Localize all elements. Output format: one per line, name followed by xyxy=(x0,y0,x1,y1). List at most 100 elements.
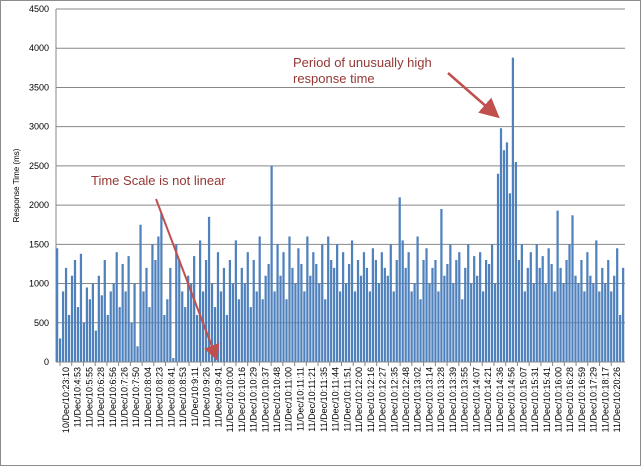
bar xyxy=(428,283,431,362)
x-tick-label: 11/Dec/10:13:55 xyxy=(460,367,470,432)
bar xyxy=(538,267,541,362)
bar xyxy=(258,236,261,362)
bar xyxy=(508,193,512,362)
bar xyxy=(312,252,315,362)
bar xyxy=(368,291,372,362)
bar xyxy=(103,260,106,362)
bar xyxy=(574,275,577,362)
bar xyxy=(297,248,300,362)
bar xyxy=(371,248,375,362)
annotation-arrow xyxy=(447,72,500,119)
bar xyxy=(121,263,124,362)
x-tick-label: 11/Dec/10:13:14 xyxy=(424,367,434,432)
x-tick-label: 11/Dec/10:10:37 xyxy=(260,367,270,432)
bar xyxy=(127,256,130,362)
bar xyxy=(228,260,232,362)
y-tick-label: 4500 xyxy=(29,4,49,14)
bar xyxy=(264,275,267,362)
bar xyxy=(520,244,523,362)
x-tick-label: 11/Dec/10:8:41 xyxy=(166,367,176,427)
bar xyxy=(395,260,398,362)
bar xyxy=(547,248,550,362)
bar xyxy=(273,291,276,362)
bar xyxy=(452,283,455,362)
x-tick-label: 11/Dec/10:13:02 xyxy=(413,367,423,432)
bar xyxy=(201,291,205,362)
bar xyxy=(234,240,237,362)
bar xyxy=(458,252,461,362)
bar xyxy=(82,322,86,362)
bar xyxy=(398,197,401,362)
bar xyxy=(193,256,196,362)
x-tick-label: 11/Dec/10:13:28 xyxy=(436,367,446,432)
bar xyxy=(580,260,583,362)
bar xyxy=(166,299,169,362)
bar xyxy=(517,260,520,362)
annotation-arrow xyxy=(155,198,220,361)
bar xyxy=(437,291,440,362)
bar xyxy=(496,173,500,362)
bar xyxy=(431,267,434,362)
bar xyxy=(106,314,109,362)
y-tick-label: 2000 xyxy=(29,200,49,210)
x-tick-label: 11/Dec/10:12:16 xyxy=(366,367,376,432)
bar xyxy=(216,252,220,362)
bar xyxy=(511,57,515,362)
bar xyxy=(386,275,389,362)
y-tick-label: 3500 xyxy=(29,82,49,92)
bar xyxy=(583,291,586,362)
bar xyxy=(300,263,303,362)
bar xyxy=(604,283,607,362)
x-tick-label: 11/Dec/10:5:55 xyxy=(84,367,94,427)
bar xyxy=(207,216,211,362)
bar xyxy=(339,291,342,362)
bar xyxy=(607,260,610,362)
bar xyxy=(550,263,553,362)
bar xyxy=(148,307,151,362)
bar xyxy=(100,295,103,362)
bar xyxy=(118,307,121,362)
y-tick-label: 2500 xyxy=(29,161,49,171)
bar xyxy=(145,267,148,362)
x-tick-label: 11/Dec/10:12:48 xyxy=(401,367,411,432)
bar xyxy=(255,291,258,362)
bar xyxy=(252,260,255,362)
bar xyxy=(347,263,351,362)
bar xyxy=(365,267,369,362)
annotation-high-response: Period of unusually high response time xyxy=(293,55,432,86)
bar xyxy=(541,256,544,362)
bar xyxy=(327,236,330,362)
bar xyxy=(175,244,178,362)
bar xyxy=(407,252,410,362)
bar xyxy=(58,338,62,362)
y-tick-label: 3000 xyxy=(29,122,49,132)
y-tick-label: 1000 xyxy=(29,279,49,289)
bar xyxy=(413,283,416,362)
bar xyxy=(142,291,145,362)
bar xyxy=(309,275,312,362)
bar xyxy=(85,287,89,362)
x-tick-label: 11/Dec/10:14:07 xyxy=(471,367,481,432)
bar xyxy=(598,291,601,362)
bar xyxy=(577,283,580,362)
bar xyxy=(419,299,422,362)
bar xyxy=(282,252,285,362)
bar xyxy=(70,275,74,362)
bar xyxy=(181,291,184,362)
bar xyxy=(613,275,616,362)
x-tick-label: 11/Dec/10:12:27 xyxy=(378,367,388,432)
bar xyxy=(380,252,383,362)
bar xyxy=(303,291,306,362)
bar xyxy=(67,314,71,362)
bar xyxy=(461,299,464,362)
x-tick-label: 11/Dec/10:14:36 xyxy=(495,367,505,432)
bar xyxy=(97,275,100,362)
bar xyxy=(330,260,333,362)
bar xyxy=(565,260,568,362)
bar xyxy=(443,275,446,362)
bar xyxy=(276,244,279,362)
bar xyxy=(178,260,181,362)
x-tick-label: 11/Dec/10:16:28 xyxy=(565,367,575,432)
bar xyxy=(225,314,229,362)
bar xyxy=(589,275,592,362)
